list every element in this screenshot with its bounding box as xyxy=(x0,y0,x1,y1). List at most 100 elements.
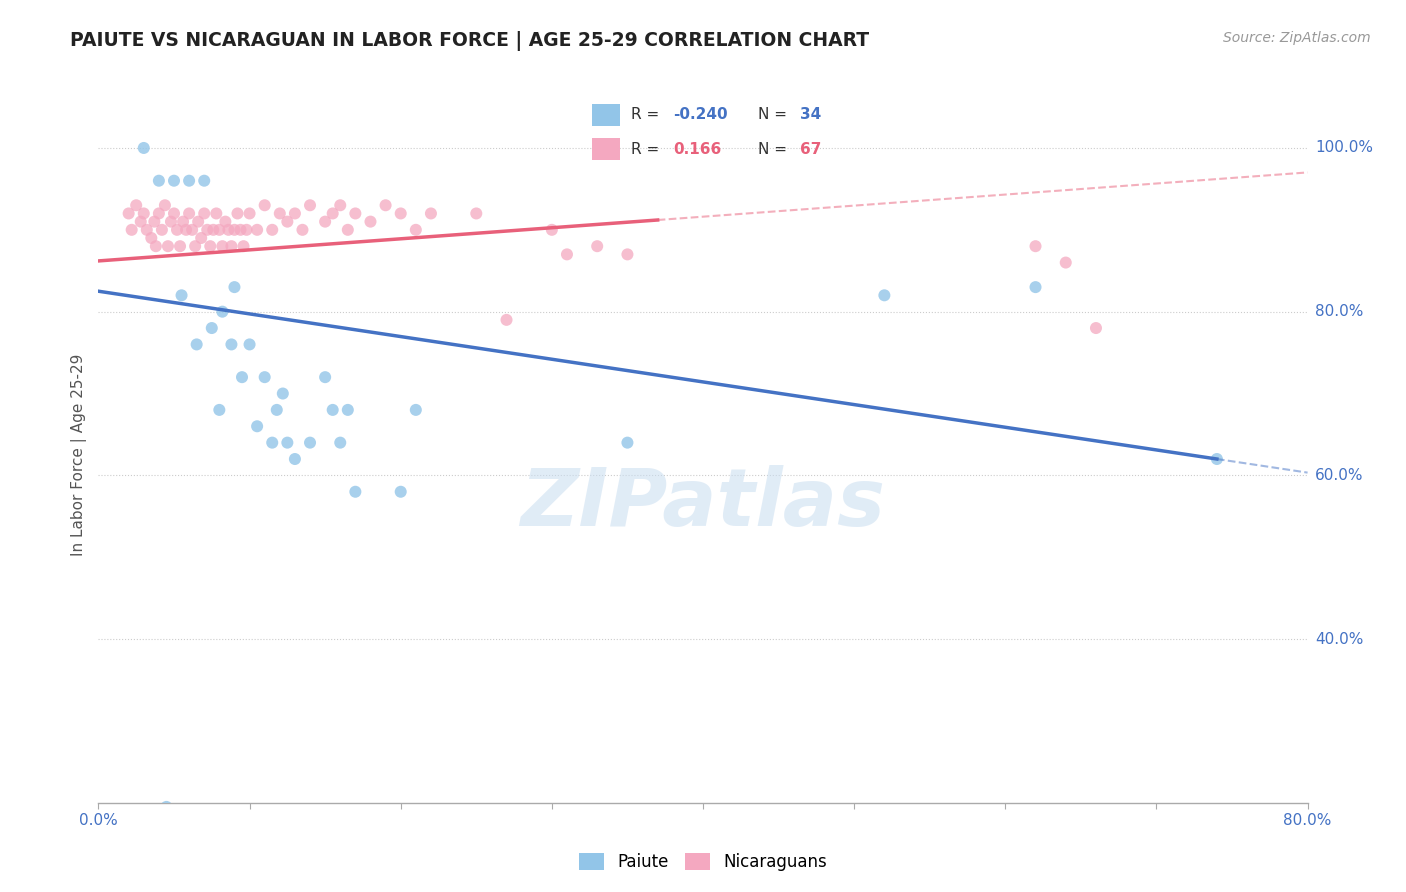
Point xyxy=(1085,321,1108,335)
Point xyxy=(1024,280,1046,294)
Point xyxy=(239,206,262,220)
Point xyxy=(405,403,427,417)
Bar xyxy=(592,137,620,161)
Text: 100.0%: 100.0% xyxy=(1315,140,1374,155)
Point xyxy=(246,419,269,434)
Point xyxy=(172,214,194,228)
Point xyxy=(208,223,231,237)
Text: 80.0%: 80.0% xyxy=(1315,304,1364,319)
Point xyxy=(121,223,143,237)
Point xyxy=(163,206,186,220)
Point xyxy=(271,386,294,401)
Point xyxy=(155,800,177,814)
Point xyxy=(419,206,441,220)
Point xyxy=(1206,452,1229,467)
Point xyxy=(266,403,288,417)
Point xyxy=(156,239,179,253)
Text: R =: R = xyxy=(631,142,659,156)
Point xyxy=(143,214,166,228)
Text: 40.0%: 40.0% xyxy=(1315,632,1364,647)
Point xyxy=(336,403,359,417)
Text: 60.0%: 60.0% xyxy=(1315,468,1364,483)
Point xyxy=(193,174,215,188)
Point xyxy=(177,206,201,220)
Point xyxy=(226,206,249,220)
Text: -0.240: -0.240 xyxy=(673,107,728,122)
Point xyxy=(314,370,336,384)
Point xyxy=(299,198,322,212)
Point xyxy=(129,214,152,228)
Text: ZIPatlas: ZIPatlas xyxy=(520,465,886,542)
Point xyxy=(262,223,284,237)
Point xyxy=(235,223,257,237)
Point xyxy=(163,174,186,188)
Point xyxy=(181,223,204,237)
Point xyxy=(231,370,253,384)
Point xyxy=(200,239,222,253)
Text: 0.166: 0.166 xyxy=(673,142,721,156)
Point xyxy=(202,223,225,237)
Point xyxy=(336,223,359,237)
Point xyxy=(174,223,197,237)
Point xyxy=(224,280,246,294)
Point xyxy=(190,231,212,245)
Point xyxy=(193,206,215,220)
Point xyxy=(221,337,243,351)
Point xyxy=(169,239,191,253)
Point xyxy=(160,214,183,228)
Point xyxy=(217,223,239,237)
Point xyxy=(229,223,252,237)
Point xyxy=(177,174,201,188)
Point xyxy=(125,198,148,212)
Point xyxy=(224,223,246,237)
Point xyxy=(186,337,208,351)
Point xyxy=(540,223,562,237)
Point xyxy=(344,206,367,220)
Point xyxy=(208,403,231,417)
Point xyxy=(145,239,167,253)
Point xyxy=(211,239,233,253)
Point xyxy=(344,484,367,499)
Point xyxy=(276,435,298,450)
Point xyxy=(586,239,609,253)
Point xyxy=(405,223,427,237)
Point xyxy=(201,321,224,335)
Point xyxy=(205,206,228,220)
Point xyxy=(148,174,170,188)
Point xyxy=(389,484,412,499)
Point xyxy=(322,403,344,417)
Point xyxy=(465,206,488,220)
Point xyxy=(214,214,236,228)
Point xyxy=(187,214,209,228)
Point xyxy=(253,370,276,384)
Point xyxy=(211,304,233,318)
Point xyxy=(269,206,291,220)
Point xyxy=(132,206,155,220)
Text: R =: R = xyxy=(631,107,659,122)
Y-axis label: In Labor Force | Age 25-29: In Labor Force | Age 25-29 xyxy=(72,354,87,556)
Point xyxy=(166,223,188,237)
Point xyxy=(184,239,207,253)
Point xyxy=(314,214,336,228)
Point xyxy=(1024,239,1046,253)
Point xyxy=(616,247,638,261)
Point xyxy=(262,435,284,450)
Text: Source: ZipAtlas.com: Source: ZipAtlas.com xyxy=(1223,31,1371,45)
Point xyxy=(195,223,218,237)
Point xyxy=(132,141,155,155)
Bar xyxy=(592,103,620,127)
Text: N =: N = xyxy=(758,142,787,156)
Point xyxy=(276,214,298,228)
Text: 34: 34 xyxy=(800,107,821,122)
Point xyxy=(389,206,412,220)
Point xyxy=(374,198,396,212)
Point xyxy=(150,223,173,237)
Point xyxy=(329,198,352,212)
Point xyxy=(135,223,157,237)
Text: PAIUTE VS NICARAGUAN IN LABOR FORCE | AGE 25-29 CORRELATION CHART: PAIUTE VS NICARAGUAN IN LABOR FORCE | AG… xyxy=(70,31,869,51)
Point xyxy=(360,214,382,228)
Point xyxy=(170,288,193,302)
Point xyxy=(246,223,269,237)
Point xyxy=(616,435,638,450)
Point xyxy=(291,223,314,237)
